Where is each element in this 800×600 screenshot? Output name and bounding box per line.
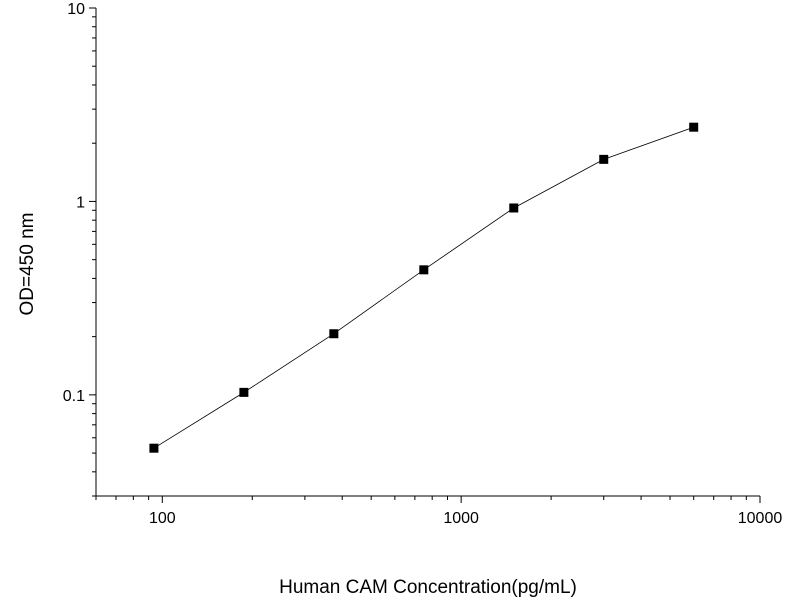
x-tick-label: 100 [149, 510, 176, 527]
data-point [509, 203, 519, 213]
y-tick-label: 1 [76, 194, 85, 211]
x-axis-label: Human CAM Concentration(pg/mL) [279, 577, 577, 598]
data-point [689, 122, 699, 132]
x-tick-label: 10000 [738, 510, 783, 527]
x-axis-ticks: 100 1000 10000 [95, 496, 783, 527]
data-point [599, 154, 609, 164]
y-tick-label: 10 [67, 1, 85, 18]
data-point [239, 387, 249, 397]
x-tick-label: 1000 [443, 510, 479, 527]
plot-area: 100 1000 10000 0.1 1 10 [63, 1, 783, 527]
series-line [153, 126, 694, 449]
data-point [149, 443, 159, 453]
data-point [329, 329, 339, 339]
y-axis-label: OD=450 nm [17, 213, 38, 316]
y-tick-label: 0.1 [63, 388, 85, 405]
data-point [419, 265, 429, 275]
data-points [149, 122, 699, 453]
y-axis-ticks: 0.1 1 10 [63, 1, 96, 497]
